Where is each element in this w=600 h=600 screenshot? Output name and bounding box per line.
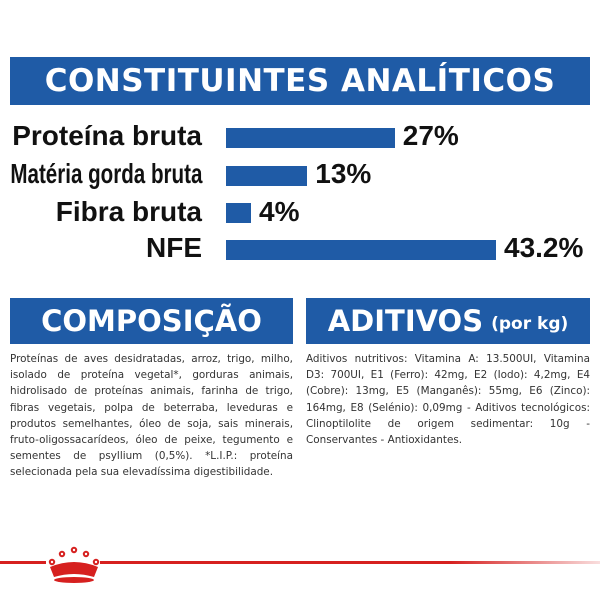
composition-text: Proteínas de aves desidratadas, arroz, t… xyxy=(10,353,293,479)
additives-banner: ADITIVOS (por kg) xyxy=(306,298,590,344)
analytical-constituents-title: CONSTITUINTES ANALÍTICOS xyxy=(44,63,556,99)
additives-title: ADITIVOS xyxy=(327,304,484,338)
additives-unit: (por kg) xyxy=(491,314,569,334)
fibre-label: Fibra bruta xyxy=(55,196,202,227)
fibre-bar xyxy=(226,203,251,223)
analytical-constituents-banner: CONSTITUINTES ANALÍTICOS xyxy=(10,57,590,105)
footer-red-line-left xyxy=(0,561,46,564)
protein-value: 27% xyxy=(402,120,459,151)
royal-canin-crown-icon xyxy=(48,546,100,583)
fat-label: Matéria gorda bruta xyxy=(10,158,202,189)
fat-value: 13% xyxy=(315,158,372,189)
nfe-value: 43.2% xyxy=(504,232,584,263)
composition-title: COMPOSIÇÃO xyxy=(41,304,262,338)
protein-bar xyxy=(226,128,395,148)
fibre-value: 4% xyxy=(259,196,300,227)
nfe-bar xyxy=(226,240,496,260)
fat-bar xyxy=(226,166,308,186)
protein-label: Proteína bruta xyxy=(12,120,202,151)
nfe-label: NFE xyxy=(146,232,202,263)
composition-banner: COMPOSIÇÃO xyxy=(10,298,293,344)
footer-red-line-right xyxy=(100,561,600,564)
additives-text: Aditivos nutritivos: Vitamina A: 13.500U… xyxy=(306,353,590,447)
